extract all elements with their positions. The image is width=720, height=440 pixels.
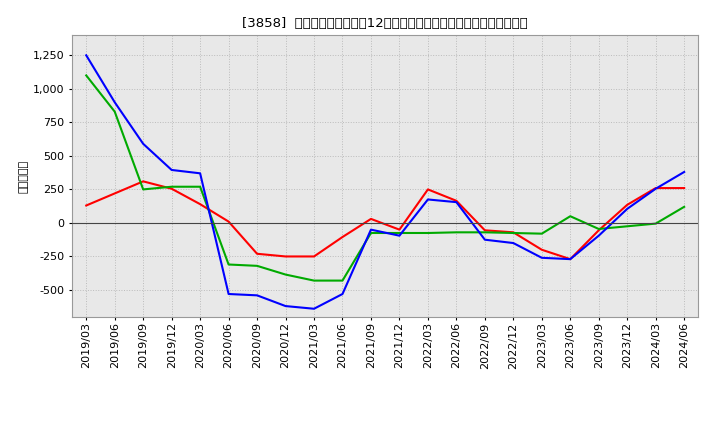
投資CF <box>196 184 204 189</box>
営業CF <box>652 185 660 191</box>
投資CF <box>338 278 347 283</box>
投資CF <box>395 231 404 236</box>
フリーCF <box>196 171 204 176</box>
フリーCF <box>480 237 489 242</box>
営業CF <box>480 227 489 233</box>
営業CF <box>452 198 461 203</box>
営業CF <box>423 187 432 192</box>
フリーCF <box>110 99 119 105</box>
投資CF <box>225 262 233 267</box>
フリーCF <box>395 233 404 238</box>
Y-axis label: （百万円）: （百万円） <box>19 159 29 193</box>
Line: 営業CF: 営業CF <box>86 181 684 259</box>
投資CF <box>139 187 148 192</box>
営業CF <box>310 254 318 259</box>
投資CF <box>595 226 603 231</box>
営業CF <box>82 203 91 208</box>
投資CF <box>623 224 631 229</box>
Line: 投資CF: 投資CF <box>86 75 684 281</box>
営業CF <box>509 230 518 235</box>
フリーCF <box>310 306 318 312</box>
投資CF <box>167 184 176 189</box>
営業CF <box>566 257 575 262</box>
投資CF <box>82 73 91 78</box>
投資CF <box>509 231 518 236</box>
フリーCF <box>452 199 461 205</box>
投資CF <box>366 231 375 236</box>
Line: フリーCF: フリーCF <box>86 55 684 309</box>
Title: [3858]  キャッシュフローの12か月移動合計の対前年同期増減額の推移: [3858] キャッシュフローの12か月移動合計の対前年同期増減額の推移 <box>243 17 528 30</box>
投資CF <box>282 272 290 277</box>
営業CF <box>253 251 261 257</box>
営業CF <box>282 254 290 259</box>
営業CF <box>225 219 233 224</box>
フリーCF <box>253 293 261 298</box>
投資CF <box>452 230 461 235</box>
投資CF <box>423 231 432 236</box>
フリーCF <box>338 291 347 297</box>
営業CF <box>623 202 631 208</box>
営業CF <box>537 247 546 253</box>
フリーCF <box>595 233 603 238</box>
営業CF <box>167 186 176 191</box>
営業CF <box>595 227 603 233</box>
フリーCF <box>537 255 546 260</box>
フリーCF <box>366 227 375 232</box>
フリーCF <box>167 167 176 172</box>
営業CF <box>196 202 204 207</box>
投資CF <box>566 213 575 219</box>
投資CF <box>110 109 119 114</box>
投資CF <box>253 263 261 268</box>
投資CF <box>310 278 318 283</box>
営業CF <box>139 179 148 184</box>
投資CF <box>537 231 546 236</box>
フリーCF <box>623 206 631 212</box>
フリーCF <box>652 186 660 191</box>
フリーCF <box>225 291 233 297</box>
フリーCF <box>282 304 290 309</box>
営業CF <box>338 235 347 240</box>
フリーCF <box>680 169 688 175</box>
フリーCF <box>509 240 518 246</box>
フリーCF <box>566 257 575 262</box>
営業CF <box>680 185 688 191</box>
フリーCF <box>423 197 432 202</box>
営業CF <box>366 216 375 222</box>
投資CF <box>480 230 489 235</box>
営業CF <box>395 227 404 232</box>
営業CF <box>110 191 119 196</box>
フリーCF <box>82 53 91 58</box>
フリーCF <box>139 141 148 147</box>
投資CF <box>680 204 688 209</box>
投資CF <box>652 221 660 226</box>
